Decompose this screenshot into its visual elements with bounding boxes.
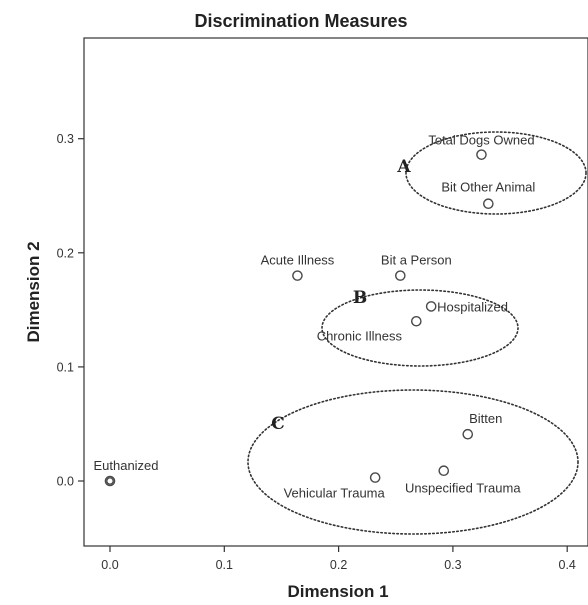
- plot-frame: [83, 37, 588, 547]
- y-axis-title: Dimension 2: [24, 241, 43, 342]
- x-tick-label: 0.1: [216, 558, 233, 572]
- y-tick-label: 0.1: [57, 360, 74, 374]
- point-euthanized-overlap: [106, 477, 114, 485]
- group-label-c: C: [271, 414, 285, 434]
- point-bit-a-person: [395, 270, 406, 281]
- group-label-a: A: [396, 157, 411, 177]
- data-point-labels: Total Dogs Owned Bit Other Animal Acute Il…: [93, 133, 535, 501]
- label-total-dogs-owned: Total Dogs Owned: [428, 133, 534, 148]
- x-tick-label: 0.2: [330, 558, 347, 572]
- point-acute-illness: [292, 270, 303, 281]
- point-bitten: [462, 428, 474, 440]
- group-labels: A B C: [271, 157, 411, 434]
- label-bit-other-animal: Bit Other Animal: [441, 180, 535, 195]
- point-unspecified-trauma: [438, 465, 450, 477]
- point-total-dogs-owned: [476, 149, 487, 160]
- y-tick-label: 0.3: [57, 132, 74, 146]
- label-bit-a-person: Bit a Person: [381, 253, 452, 268]
- label-euthanized: Euthanized: [93, 458, 158, 473]
- x-tick-label: 0.0: [101, 558, 118, 572]
- point-hospitalized: [425, 301, 437, 312]
- x-tick-label: 0.4: [559, 558, 576, 572]
- point-chronic-illness: [411, 315, 422, 327]
- label-chronic-illness: Chronic Illness: [317, 328, 403, 343]
- y-tick-label: 0.2: [57, 246, 74, 260]
- label-unspecified-trauma: Unspecified Trauma: [405, 481, 521, 496]
- y-axis-ticks: 0.0 0.1 0.2 0.3: [57, 132, 84, 489]
- label-hospitalized: Hospitalized: [437, 299, 508, 314]
- group-label-b: B: [353, 288, 367, 308]
- point-vehicular-trauma: [369, 472, 381, 483]
- x-axis-title: Dimension 1: [287, 582, 388, 601]
- label-bitten: Bitten: [469, 411, 502, 426]
- chart-title: Discrimination Measures: [194, 11, 407, 31]
- group-ellipse-b: [321, 289, 519, 367]
- point-bit-other-animal: [483, 198, 494, 210]
- group-ellipse-c: [247, 389, 579, 535]
- group-ellipse-a: [405, 131, 587, 215]
- x-tick-label: 0.3: [444, 558, 461, 572]
- data-points: [104, 149, 494, 487]
- label-acute-illness: Acute Illness: [261, 253, 335, 268]
- label-vehicular-trauma: Vehicular Trauma: [284, 486, 386, 501]
- group-ellipses: [247, 131, 587, 535]
- y-tick-label: 0.0: [57, 475, 74, 489]
- x-axis-ticks: 0.0 0.1 0.2 0.3 0.4: [101, 546, 576, 572]
